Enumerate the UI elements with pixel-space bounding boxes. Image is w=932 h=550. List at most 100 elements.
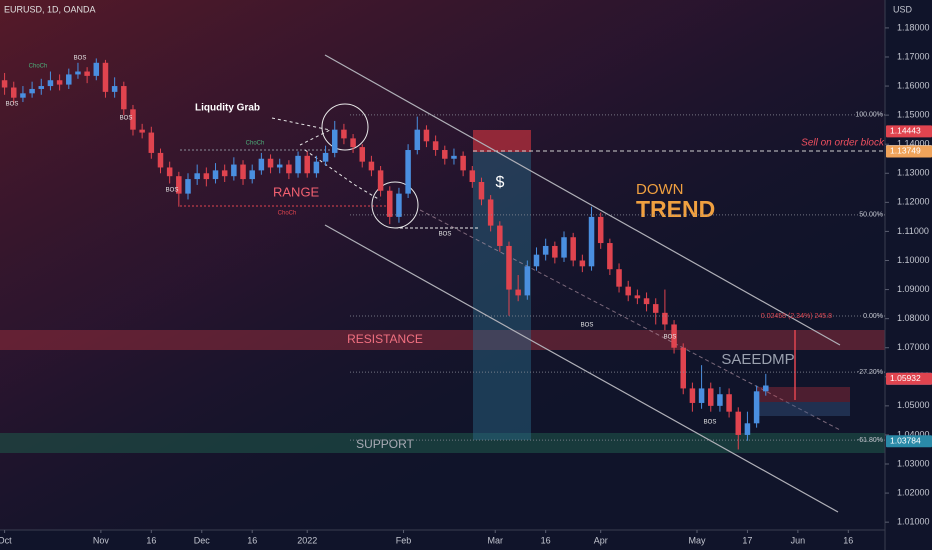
candle-body	[29, 88, 35, 94]
y-tick-label: 1.08000	[897, 313, 930, 323]
bos-label: BOS	[120, 116, 133, 122]
bos-label: BOS	[704, 420, 717, 426]
bos-label: BOS	[664, 335, 677, 341]
y-tick-label: 1.16000	[897, 80, 930, 90]
candle-body	[38, 86, 45, 89]
bos-label: BOS	[6, 102, 19, 108]
y-tick-label: 1.11000	[897, 226, 929, 236]
y-tick-label: 1.04000	[897, 429, 930, 439]
candle-body	[20, 93, 26, 98]
candle-body	[405, 150, 411, 194]
candle-body	[47, 80, 54, 87]
order-block	[473, 130, 531, 152]
x-tick-label: Feb	[396, 535, 412, 545]
y-tick-label: 1.18000	[897, 22, 930, 32]
support-zone	[0, 433, 885, 453]
annotation: RESISTANCE	[347, 332, 423, 346]
candle-body	[442, 150, 448, 159]
candle-body	[588, 216, 595, 267]
y-tick-label: 1.09000	[897, 284, 930, 294]
candle-body	[121, 86, 127, 110]
channel-lower	[324, 224, 839, 513]
candle-body	[726, 394, 732, 412]
y-tick-label: 1.02000	[897, 487, 930, 497]
candle-body	[570, 237, 576, 261]
x-tick-label: Mar	[487, 535, 503, 545]
y-tick-label: 1.13000	[897, 168, 930, 178]
y-tick-label: 1.10000	[897, 255, 930, 265]
annotation: Liqudity Grab	[195, 103, 260, 114]
y-tick-label: 1.07000	[897, 342, 930, 352]
position-box	[473, 152, 531, 440]
candle-body	[166, 167, 173, 177]
candle-body	[11, 87, 17, 98]
candle-body	[414, 129, 421, 151]
y-tick-label: 1.03000	[897, 458, 930, 468]
price-tag	[886, 125, 932, 138]
candle-body	[350, 138, 356, 148]
y-tick-label: 1.01000	[897, 517, 930, 527]
candle-body	[341, 129, 347, 139]
candle-body	[469, 170, 476, 182]
candle-body	[506, 245, 512, 290]
candle-body	[744, 423, 751, 435]
fib-note: 0.02458 (2.34%) 245.8	[761, 313, 832, 320]
x-tick-label: Oct	[0, 535, 12, 545]
y-tick-label: 1.05000	[897, 400, 930, 410]
circle	[321, 103, 369, 151]
candle-body	[93, 62, 100, 76]
candle-body	[194, 173, 200, 180]
price-tag-label: 1.14443	[890, 126, 921, 136]
candle-body	[377, 170, 384, 191]
y-tick-label: 1.15000	[897, 110, 930, 120]
candle-body	[212, 170, 219, 180]
candle-body	[487, 199, 494, 226]
arrow	[304, 149, 381, 201]
candle-body	[423, 129, 430, 142]
arrow	[271, 117, 332, 146]
candle-body	[387, 190, 393, 217]
fib-label: 50.00%	[859, 212, 883, 219]
candle-body	[579, 260, 586, 267]
candle-body	[689, 388, 696, 403]
candle-body	[240, 164, 246, 180]
candle-body	[763, 385, 769, 392]
candle-body	[497, 225, 503, 246]
candle-body	[359, 147, 366, 162]
currency: USD	[893, 4, 913, 14]
candle-body	[249, 170, 255, 180]
fib-label: -27.20%	[857, 369, 883, 376]
candle-body	[616, 269, 622, 287]
circle	[371, 181, 419, 229]
price-tag	[886, 145, 932, 158]
x-tick-label: Jun	[791, 535, 806, 545]
candle-body	[515, 289, 521, 296]
candle-body	[634, 295, 641, 299]
candle-body	[157, 152, 164, 168]
candle-body	[652, 304, 659, 313]
x-tick-label: May	[688, 535, 706, 545]
candle-body	[102, 62, 109, 92]
channel-upper	[324, 54, 841, 346]
choch-label: ChoCh	[246, 141, 265, 147]
x-tick-label: 16	[247, 535, 257, 545]
bos-label: BOS	[74, 56, 87, 62]
candle-body	[643, 298, 650, 305]
candle-body	[130, 109, 136, 130]
candle-body	[607, 243, 613, 270]
x-tick-label: Nov	[93, 535, 110, 545]
choch-label: ChoCh	[29, 64, 48, 70]
candle-body	[552, 245, 558, 258]
annotation: TREND	[636, 196, 715, 222]
x-tick-label: 2022	[297, 535, 317, 545]
annotation: RANGE	[273, 184, 320, 199]
y-tick-label: 1.12000	[897, 197, 930, 207]
candle-body	[295, 155, 301, 174]
candle-body	[304, 155, 310, 174]
price-tag	[886, 435, 932, 448]
fib-label: -61.80%	[857, 437, 883, 444]
candle-body	[625, 286, 631, 296]
y-tick-label: 1.14000	[897, 139, 930, 149]
candle-body	[451, 155, 457, 159]
